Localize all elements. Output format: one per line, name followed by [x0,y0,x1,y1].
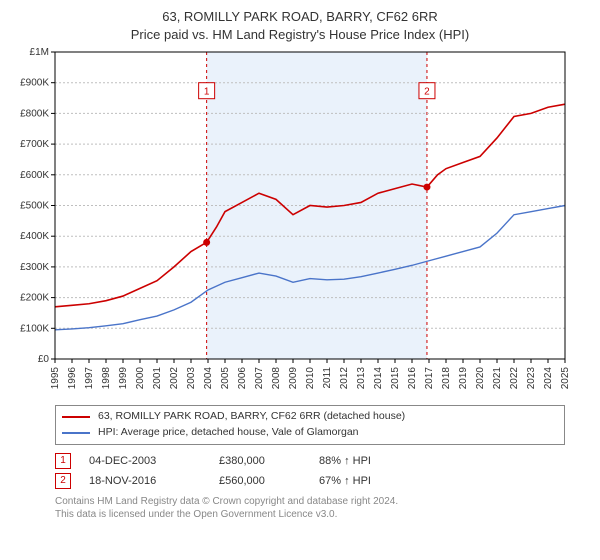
svg-text:2002: 2002 [169,367,180,390]
svg-text:2008: 2008 [271,367,282,390]
transaction-marker: 1 [55,453,71,469]
svg-text:2021: 2021 [492,367,503,390]
svg-text:2013: 2013 [356,367,367,390]
svg-text:£0: £0 [38,354,50,365]
transaction-date: 04-DEC-2003 [89,455,219,467]
svg-text:£700K: £700K [20,139,49,150]
svg-text:2007: 2007 [254,367,265,390]
event-marker-label: 1 [204,87,210,98]
transaction-price: £380,000 [219,455,319,467]
svg-text:1995: 1995 [50,367,61,390]
svg-text:2010: 2010 [305,367,316,390]
transaction-table: 1 04-DEC-2003£380,00088% ↑ HPI 2 18-NOV-201… [55,451,565,491]
svg-text:2006: 2006 [237,367,248,390]
svg-text:£400K: £400K [20,232,49,243]
svg-text:£600K: £600K [20,170,49,181]
svg-text:2012: 2012 [339,367,350,390]
footnote: Contains HM Land Registry data © Crown c… [55,495,565,522]
svg-text:2022: 2022 [509,367,520,390]
transaction-row: 1 04-DEC-2003£380,00088% ↑ HPI [55,451,565,471]
transaction-hpi: 88% ↑ HPI [319,455,439,467]
svg-text:£1M: £1M [30,47,49,58]
legend: 63, ROMILLY PARK ROAD, BARRY, CF62 6RR (… [55,405,565,445]
price-chart: 1 2 £0 £100K £200K £300K £400K £500K £600K £700K £… [0,44,600,399]
svg-text:1999: 1999 [118,367,129,390]
svg-text:2025: 2025 [560,367,571,390]
transaction-row: 2 18-NOV-2016£560,00067% ↑ HPI [55,471,565,491]
svg-text:2024: 2024 [543,367,554,390]
svg-text:2003: 2003 [186,367,197,390]
svg-text:2023: 2023 [526,367,537,390]
svg-text:1997: 1997 [84,367,95,390]
transaction-date: 18-NOV-2016 [89,475,219,487]
svg-text:£500K: £500K [20,201,49,212]
svg-text:2016: 2016 [407,367,418,390]
svg-text:2015: 2015 [390,367,401,390]
svg-text:2011: 2011 [322,367,333,389]
svg-text:£300K: £300K [20,262,49,273]
legend-swatch [62,416,90,418]
chart-title: 63, ROMILLY PARK ROAD, BARRY, CF62 6RR P… [0,0,600,44]
legend-swatch [62,432,90,434]
legend-item: HPI: Average price, detached house, Vale… [62,425,558,441]
svg-text:2005: 2005 [220,367,231,390]
svg-text:2014: 2014 [373,367,384,390]
svg-text:2018: 2018 [441,367,452,390]
svg-text:2019: 2019 [458,367,469,390]
title-subtitle: Price paid vs. HM Land Registry's House … [0,26,600,44]
transaction-marker: 2 [55,473,71,489]
transaction-price: £560,000 [219,475,319,487]
svg-text:£100K: £100K [20,324,49,335]
transaction-hpi: 67% ↑ HPI [319,475,439,487]
event-marker-label: 2 [424,87,430,98]
event-dot [423,184,430,191]
svg-text:2017: 2017 [424,367,435,390]
svg-text:2020: 2020 [475,367,486,390]
svg-text:2009: 2009 [288,367,299,390]
svg-text:£800K: £800K [20,109,49,120]
svg-text:£900K: £900K [20,78,49,89]
legend-label: HPI: Average price, detached house, Vale… [98,425,359,441]
svg-text:2004: 2004 [203,367,214,390]
svg-text:£200K: £200K [20,293,49,304]
footnote-line: This data is licensed under the Open Gov… [55,508,565,522]
svg-text:1996: 1996 [67,367,78,390]
legend-item: 63, ROMILLY PARK ROAD, BARRY, CF62 6RR (… [62,409,558,425]
title-address: 63, ROMILLY PARK ROAD, BARRY, CF62 6RR [0,8,600,26]
event-dot [203,239,210,246]
svg-text:1998: 1998 [101,367,112,390]
svg-text:2001: 2001 [152,367,163,390]
footnote-line: Contains HM Land Registry data © Crown c… [55,495,565,509]
legend-label: 63, ROMILLY PARK ROAD, BARRY, CF62 6RR (… [98,409,405,425]
svg-text:2000: 2000 [135,367,146,390]
